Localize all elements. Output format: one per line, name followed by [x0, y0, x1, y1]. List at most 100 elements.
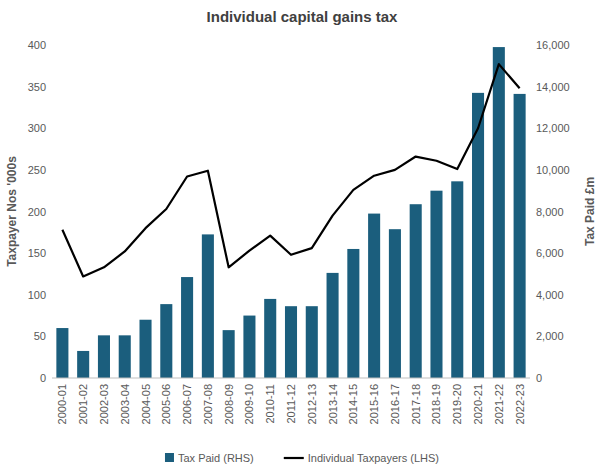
x-tick — [124, 378, 125, 382]
y2-tick — [530, 336, 534, 337]
x-tick — [374, 378, 375, 382]
chart: Individual capital gains tax050100150200… — [0, 0, 604, 475]
y2-tick — [530, 169, 534, 170]
bar — [181, 277, 193, 378]
y2-tick — [530, 294, 534, 295]
bar — [98, 335, 110, 378]
y2-tick — [530, 211, 534, 212]
y-tick — [48, 378, 52, 379]
y-tick-label: 350 — [28, 81, 46, 93]
x-tick — [228, 378, 229, 382]
bar — [327, 273, 339, 378]
y-tick-label: 100 — [28, 289, 46, 301]
x-tick — [394, 378, 395, 382]
x-tick-label: 2012-13 — [306, 384, 318, 424]
x-tick — [519, 378, 520, 382]
y-tick-label: 200 — [28, 206, 46, 218]
x-tick-label: 2004-05 — [140, 384, 152, 424]
legend-swatch — [165, 453, 174, 462]
bar — [264, 299, 276, 378]
x-tick-label: 2005-06 — [160, 384, 172, 424]
bar — [306, 306, 318, 378]
legend-item: Individual Taxpayers (LHS) — [284, 452, 439, 464]
y-tick-label: 300 — [28, 122, 46, 134]
bar — [410, 204, 422, 378]
x-tick — [478, 378, 479, 382]
x-tick-label: 2002-03 — [98, 384, 110, 424]
y2-tick-label: 16,000 — [536, 39, 570, 51]
x-tick — [311, 378, 312, 382]
x-tick — [145, 378, 146, 382]
x-tick-label: 2009-10 — [243, 384, 255, 424]
y2-tick — [530, 128, 534, 129]
bar — [223, 330, 235, 378]
y-tick-label: 250 — [28, 164, 46, 176]
x-tick — [457, 378, 458, 382]
x-tick-label: 2008-09 — [223, 384, 235, 424]
x-tick — [291, 378, 292, 382]
x-tick — [207, 378, 208, 382]
x-tick — [62, 378, 63, 382]
legend-label: Individual Taxpayers (LHS) — [308, 452, 439, 464]
x-tick-label: 2007-08 — [202, 384, 214, 424]
x-tick-label: 2006-07 — [181, 384, 193, 424]
y-tick — [48, 294, 52, 295]
x-tick — [353, 378, 354, 382]
bar — [285, 306, 297, 378]
legend: Tax Paid (RHS) Individual Taxpayers (LHS) — [165, 452, 439, 464]
x-tick-label: 2022-23 — [514, 384, 526, 424]
x-tick-label: 2014-15 — [347, 384, 359, 424]
y-tick — [48, 86, 52, 87]
x-tick-label: 2019-20 — [451, 384, 463, 424]
y-tick — [48, 211, 52, 212]
bar — [451, 181, 463, 378]
y2-tick-label: 8,000 — [536, 206, 564, 218]
y2-tick-label: 12,000 — [536, 122, 570, 134]
x-tick — [103, 378, 104, 382]
y2-tick — [530, 45, 534, 46]
legend-label: Tax Paid (RHS) — [178, 452, 254, 464]
y-tick-label: 400 — [28, 39, 46, 51]
legend-swatch — [284, 457, 304, 459]
y2-axis-title: Tax Paid £m — [583, 177, 597, 246]
bar — [514, 94, 526, 378]
bar — [243, 316, 255, 378]
x-tick — [332, 378, 333, 382]
x-tick-label: 2015-16 — [368, 384, 380, 424]
x-tick — [187, 378, 188, 382]
y2-tick — [530, 86, 534, 87]
y2-tick-label: 4,000 — [536, 289, 564, 301]
x-tick-label: 2000-01 — [56, 384, 68, 424]
x-tick-label: 2001-02 — [77, 384, 89, 424]
bar — [202, 234, 214, 378]
y2-tick-label: 6,000 — [536, 247, 564, 259]
y-tick — [48, 336, 52, 337]
x-tick-label: 2011-12 — [285, 384, 297, 424]
y-tick — [48, 253, 52, 254]
y2-tick-label: 14,000 — [536, 81, 570, 93]
bar — [368, 214, 380, 378]
x-tick — [498, 378, 499, 382]
y2-tick-label: 10,000 — [536, 164, 570, 176]
x-tick — [270, 378, 271, 382]
bar — [119, 335, 131, 378]
x-tick-label: 2021-22 — [493, 384, 505, 424]
x-tick — [83, 378, 84, 382]
x-tick — [436, 378, 437, 382]
x-tick — [249, 378, 250, 382]
y-tick-label: 0 — [40, 372, 46, 384]
y-tick — [48, 45, 52, 46]
bar — [430, 191, 442, 378]
y-tick-label: 150 — [28, 247, 46, 259]
y-tick — [48, 169, 52, 170]
x-tick-label: 2010-11 — [264, 384, 276, 424]
bar — [139, 320, 151, 378]
x-tick-label: 2020-21 — [472, 384, 484, 424]
bar — [347, 249, 359, 378]
y2-tick-label: 2,000 — [536, 330, 564, 342]
y2-tick-label: 0 — [536, 372, 542, 384]
bar — [77, 351, 89, 378]
y-tick-label: 50 — [34, 330, 46, 342]
x-tick — [415, 378, 416, 382]
bar — [160, 304, 172, 378]
